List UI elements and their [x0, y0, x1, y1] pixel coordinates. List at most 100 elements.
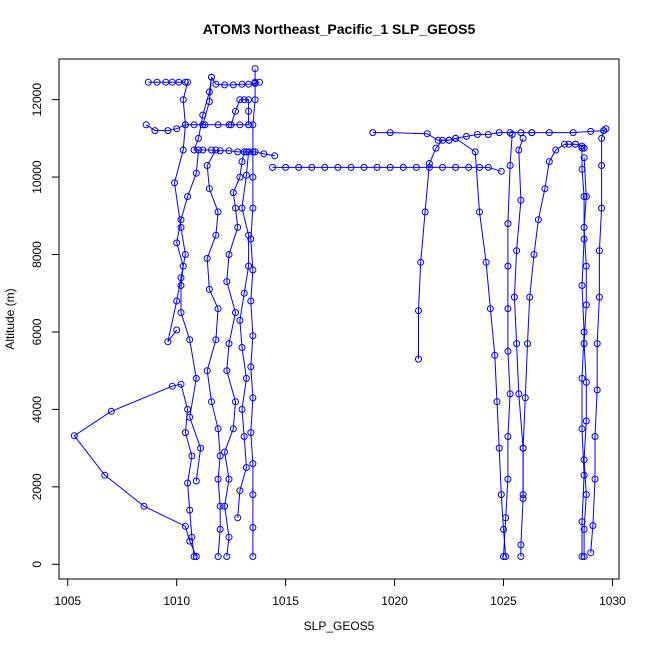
data-point [247, 297, 255, 305]
y-tick-label: 2000 [30, 473, 44, 500]
data-point [249, 121, 257, 129]
series-line [224, 151, 245, 557]
data-point [580, 456, 588, 464]
chart-title-group: ATOM3 Northeast_Pacific_1 SLP_GEOS5 [203, 21, 476, 37]
data-point [177, 216, 185, 224]
series-group [369, 129, 453, 144]
data-point [101, 471, 109, 479]
data-point [445, 136, 453, 144]
data-point [256, 78, 263, 86]
series-line [503, 134, 513, 557]
data-point [168, 382, 176, 390]
data-point [208, 146, 215, 154]
data-point [214, 121, 222, 129]
data-point [203, 162, 211, 169]
plot-area [70, 65, 610, 560]
data-point [515, 390, 523, 398]
data-point [216, 525, 224, 533]
data-point [192, 169, 200, 177]
data-point [598, 162, 606, 169]
data-point [225, 121, 233, 129]
series-line [176, 149, 202, 482]
data-point [580, 525, 588, 533]
data-point [186, 537, 194, 545]
data-point [190, 121, 198, 129]
data-point [415, 355, 422, 363]
data-point [513, 340, 521, 348]
data-point [236, 121, 244, 129]
series-line [590, 128, 607, 553]
data-point [251, 78, 259, 86]
data-point [212, 336, 220, 344]
data-point [484, 163, 492, 171]
data-point [247, 363, 255, 371]
data-point [184, 479, 192, 487]
x-axis-label: SLP_GEOS5 [304, 619, 375, 633]
data-point [70, 432, 78, 440]
data-point [432, 144, 440, 152]
data-point [192, 477, 200, 485]
data-point [192, 374, 200, 382]
data-point [598, 204, 606, 212]
data-point [591, 475, 599, 483]
plot-frame [58, 58, 620, 580]
data-point [465, 163, 473, 171]
x-tick-label: 1010 [163, 594, 190, 608]
data-point [197, 444, 205, 452]
data-point [269, 163, 276, 171]
data-point [144, 78, 152, 86]
data-point [240, 289, 248, 297]
data-point [582, 193, 590, 200]
data-point [473, 131, 481, 138]
data-point [476, 208, 483, 216]
data-point [214, 553, 222, 560]
series-group [227, 96, 253, 129]
data-point [595, 247, 603, 255]
data-point [561, 140, 568, 148]
chart-title: ATOM3 Northeast_Pacific_1 SLP_GEOS5 [203, 21, 476, 37]
data-point [236, 173, 244, 181]
data-point [495, 129, 503, 137]
data-point [506, 129, 514, 137]
series-line [531, 130, 604, 134]
series-group [565, 140, 588, 152]
data-point [587, 549, 595, 557]
data-point [245, 80, 253, 88]
data-point [504, 220, 512, 228]
series-line [583, 157, 587, 557]
data-point [238, 204, 246, 212]
x-tick-label: 1030 [599, 594, 626, 608]
data-point [534, 216, 542, 224]
data-point [247, 429, 255, 437]
data-point [598, 134, 606, 142]
data-point [249, 148, 257, 156]
data-point [107, 407, 115, 415]
data-point [517, 553, 525, 560]
data-point [203, 367, 211, 375]
data-point [321, 163, 329, 171]
data-point [421, 208, 429, 216]
data-point [179, 146, 187, 154]
data-point [199, 111, 207, 119]
data-point [192, 553, 200, 560]
series-group [519, 140, 579, 499]
series-line [167, 82, 189, 343]
data-point [214, 425, 222, 433]
data-point [295, 163, 303, 171]
data-point [578, 142, 586, 150]
data-point [500, 553, 507, 560]
data-point [179, 262, 187, 270]
data-point [580, 193, 588, 200]
data-point [221, 81, 229, 89]
series-line [237, 151, 250, 518]
data-point [593, 340, 601, 348]
data-point [369, 129, 377, 137]
data-point [504, 347, 512, 355]
data-point [181, 251, 189, 258]
series-group [164, 78, 192, 346]
data-point [504, 262, 512, 270]
data-point [521, 394, 529, 402]
data-point [225, 533, 233, 541]
data-point [195, 134, 202, 142]
